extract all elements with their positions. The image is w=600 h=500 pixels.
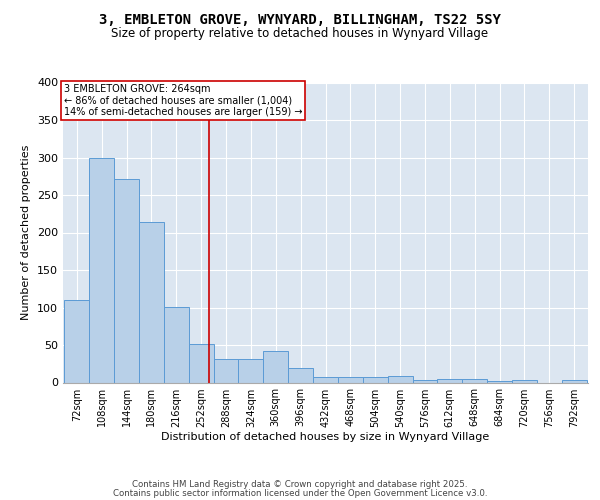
Text: 3 EMBLETON GROVE: 264sqm
← 86% of detached houses are smaller (1,004)
14% of sem: 3 EMBLETON GROVE: 264sqm ← 86% of detach… (64, 84, 302, 117)
Bar (64, 300, 89, 382)
Bar (89, 158, 114, 382)
Bar (139, 222, 164, 382)
Y-axis label: Number of detached properties: Number of detached properties (22, 145, 31, 320)
Bar (462, 379, 487, 382)
Bar (164, 306, 189, 382)
Bar (238, 358, 263, 382)
Bar (487, 381, 512, 382)
Bar (388, 376, 413, 382)
X-axis label: Distribution of detached houses by size in Wynyard Village: Distribution of detached houses by size … (161, 432, 490, 442)
Text: Contains HM Land Registry data © Crown copyright and database right 2025.: Contains HM Land Registry data © Crown c… (132, 480, 468, 489)
Bar (114, 180, 139, 382)
Bar (338, 376, 363, 382)
Bar (214, 359, 238, 382)
Bar (413, 380, 437, 382)
Text: 3, EMBLETON GROVE, WYNYARD, BILLINGHAM, TS22 5SY: 3, EMBLETON GROVE, WYNYARD, BILLINGHAM, … (99, 12, 501, 26)
Bar (189, 344, 214, 383)
Bar (288, 368, 313, 382)
Bar (313, 376, 338, 382)
Bar (512, 380, 537, 382)
Bar (363, 377, 388, 382)
Bar (437, 379, 462, 382)
Text: Size of property relative to detached houses in Wynyard Village: Size of property relative to detached ho… (112, 28, 488, 40)
Bar (263, 351, 288, 382)
Bar (562, 380, 587, 382)
Text: Contains public sector information licensed under the Open Government Licence v3: Contains public sector information licen… (113, 489, 487, 498)
